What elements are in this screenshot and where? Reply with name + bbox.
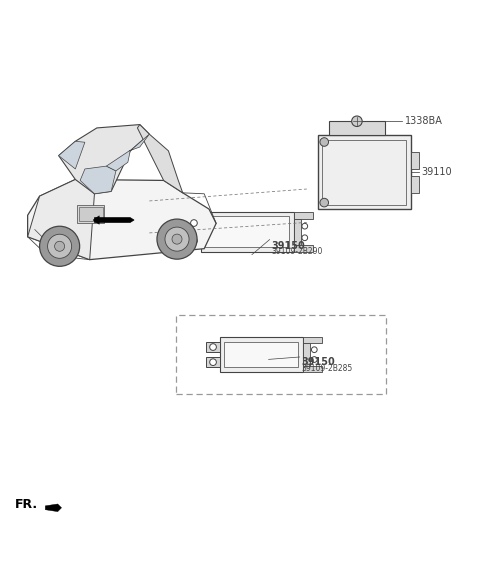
- Circle shape: [302, 223, 308, 229]
- Bar: [187, 218, 201, 229]
- Text: 1338BA: 1338BA: [405, 116, 443, 126]
- Bar: [206, 358, 220, 367]
- Bar: [410, 152, 419, 169]
- Polygon shape: [95, 218, 134, 222]
- Bar: [303, 366, 323, 372]
- Polygon shape: [137, 125, 183, 193]
- Polygon shape: [93, 216, 99, 225]
- Bar: [318, 135, 410, 209]
- Circle shape: [210, 344, 216, 350]
- Bar: [205, 216, 289, 248]
- Circle shape: [352, 116, 362, 126]
- Circle shape: [302, 235, 308, 240]
- Bar: [225, 342, 299, 367]
- Circle shape: [157, 219, 197, 259]
- Polygon shape: [45, 504, 61, 512]
- Circle shape: [191, 220, 197, 226]
- Text: 39150: 39150: [271, 241, 305, 251]
- Bar: [410, 176, 419, 193]
- Circle shape: [39, 226, 80, 266]
- Polygon shape: [129, 134, 149, 151]
- Polygon shape: [59, 141, 85, 169]
- Bar: [303, 337, 323, 343]
- Bar: [201, 212, 294, 252]
- Bar: [220, 338, 303, 372]
- Circle shape: [191, 238, 197, 244]
- Text: 39109-2B290: 39109-2B290: [271, 247, 323, 256]
- Polygon shape: [59, 125, 149, 194]
- Text: 39110: 39110: [421, 168, 452, 178]
- Text: 39150: 39150: [301, 358, 335, 368]
- Circle shape: [165, 227, 189, 251]
- Circle shape: [312, 347, 317, 353]
- Text: 39109-2B285: 39109-2B285: [301, 363, 352, 373]
- Bar: [79, 207, 103, 222]
- Polygon shape: [80, 166, 116, 194]
- Bar: [294, 212, 313, 219]
- Bar: [294, 219, 301, 245]
- Polygon shape: [28, 179, 216, 260]
- Circle shape: [48, 234, 72, 258]
- Polygon shape: [107, 151, 130, 171]
- Bar: [303, 343, 311, 366]
- Bar: [206, 342, 220, 352]
- Polygon shape: [28, 179, 95, 260]
- Bar: [294, 245, 313, 252]
- Bar: [187, 235, 201, 246]
- Circle shape: [320, 198, 328, 207]
- Circle shape: [312, 357, 317, 362]
- Bar: [77, 205, 105, 223]
- Circle shape: [172, 234, 182, 244]
- Text: FR.: FR.: [15, 498, 38, 511]
- Bar: [323, 140, 406, 205]
- Circle shape: [320, 138, 328, 146]
- Circle shape: [55, 241, 65, 251]
- Circle shape: [210, 359, 216, 366]
- Bar: [329, 121, 384, 135]
